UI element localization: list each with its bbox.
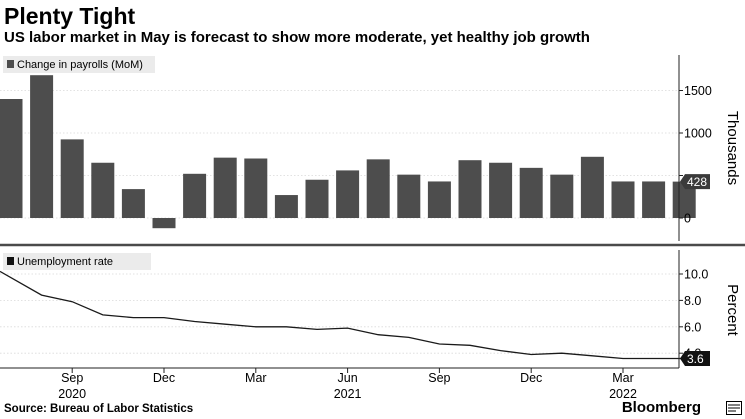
payroll-bar [244,158,268,218]
unemployment-legend-swatch [7,257,14,265]
payroll-bar [427,181,451,218]
payrolls-y-tick-label: 1500 [684,84,712,98]
payroll-bar [458,160,482,218]
unemployment-legend-box [3,253,151,270]
payroll-bar [336,170,360,218]
payroll-bar [213,157,237,218]
payroll-bar [397,174,421,218]
payrolls-last-value-callout: 428 [680,174,710,190]
payroll-bar [121,189,145,218]
x-tick-label: Jun [338,371,358,385]
payrolls-y-ticks: 0 1000 1500 [679,84,712,226]
payroll-bar [642,181,666,218]
payroll-bar [91,162,115,218]
unemployment-callout-shape [680,350,710,366]
x-tick-label: Sep [428,371,450,385]
payroll-bar [183,173,207,218]
unemployment-line-group [0,270,685,360]
unemployment-y-tick-label: 10.0 [684,268,708,282]
payrolls-y-tick-label: 0 [684,212,691,226]
unemployment-line [0,270,685,360]
payroll-bar [519,167,543,218]
unemployment-callout-text: 3.6 [687,352,704,366]
payroll-bar [152,218,176,229]
source-note: Source: Bureau of Labor Statistics [4,403,194,415]
payroll-bar [274,195,298,218]
chart-title: Plenty Tight [4,3,136,29]
payroll-bar [611,181,635,218]
unemployment-y-tick-label: 6.0 [684,320,701,334]
payroll-bar [366,159,390,218]
payroll-bar [672,181,696,218]
unemployment-y-tick-label: 8.0 [684,294,701,308]
payrolls-legend-box [3,56,155,73]
payroll-bars [0,75,696,229]
x-year-label: 2022 [609,387,637,401]
unemployment-last-value-callout: 3.6 [680,350,710,366]
terminal-icon [726,401,742,415]
payrolls-callout-text: 428 [687,175,707,189]
x-tick-label: Mar [612,371,634,385]
x-tick-label: Dec [520,371,542,385]
chart-subtitle: US labor market in May is forecast to sh… [4,29,590,46]
x-year-label: 2020 [58,387,86,401]
payroll-bar [489,162,513,218]
payroll-bar [0,99,23,218]
payrolls-callout-shape [680,174,710,190]
payrolls-y-axis-title: Thousands [724,111,741,185]
unemployment-gridlines [0,273,679,354]
x-year-label: 2021 [334,387,362,401]
x-tick-label: Mar [245,371,267,385]
x-axis-ticks: Sep Dec Mar Jun Sep Dec Mar 2020 2021 2022 [58,368,637,401]
unemployment-legend-label: Unemployment rate [17,256,113,268]
x-tick-label: Sep [61,371,83,385]
unemployment-y-axis-title: Percent [724,284,741,337]
payroll-bar [30,75,54,218]
payrolls-legend-swatch [7,60,14,68]
unemployment-y-ticks: 4.06.08.010.0 [679,268,708,361]
payroll-bar [550,174,574,218]
x-tick-label: Dec [153,371,175,385]
payrolls-legend-label: Change in payrolls (MoM) [17,59,143,71]
payrolls-y-tick-label: 1000 [684,127,712,141]
brand-logo: Bloomberg [621,399,701,416]
payroll-bar [60,139,84,218]
payroll-bar [305,179,329,218]
payroll-bar [580,156,604,218]
